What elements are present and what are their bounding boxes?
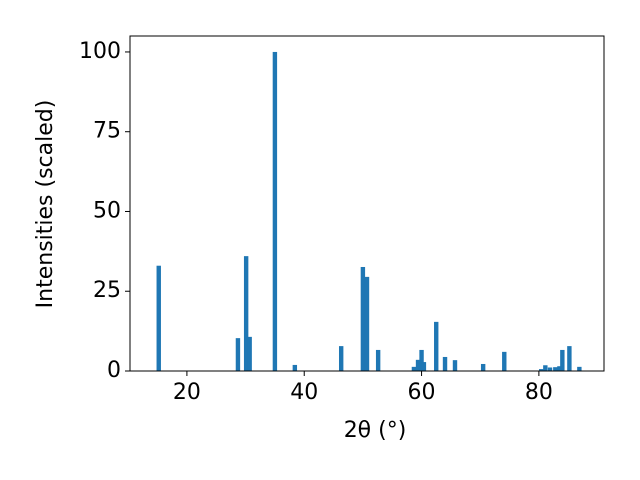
bar bbox=[156, 265, 161, 371]
bar bbox=[577, 366, 582, 371]
y-tick-label: 25 bbox=[93, 278, 121, 303]
bar bbox=[375, 349, 381, 371]
bar bbox=[247, 336, 252, 371]
bar bbox=[539, 369, 544, 371]
bar bbox=[235, 338, 241, 371]
y-axis-label: Intensities (scaled) bbox=[33, 100, 58, 309]
x-tick-label: 40 bbox=[290, 380, 318, 405]
bar bbox=[338, 346, 344, 371]
bar bbox=[411, 366, 417, 371]
bar bbox=[502, 351, 507, 371]
bar bbox=[452, 360, 458, 371]
plot-frame bbox=[129, 35, 605, 372]
x-tick-label: 60 bbox=[408, 380, 436, 405]
y-tick-label: 0 bbox=[107, 358, 121, 383]
bar bbox=[415, 359, 421, 371]
bar bbox=[543, 365, 548, 371]
y-tick-label: 100 bbox=[79, 39, 121, 64]
x-tick-label: 20 bbox=[173, 380, 201, 405]
bar bbox=[434, 321, 439, 371]
x-axis-label: 2θ (°) bbox=[344, 418, 407, 443]
bar bbox=[243, 256, 249, 371]
bar bbox=[364, 276, 370, 371]
bar bbox=[419, 349, 424, 371]
bar bbox=[567, 346, 572, 371]
x-tick-label: 80 bbox=[525, 380, 553, 405]
bar bbox=[560, 349, 565, 371]
bar bbox=[557, 366, 562, 371]
bar bbox=[272, 51, 278, 371]
bar bbox=[547, 367, 553, 371]
bar bbox=[360, 266, 366, 371]
y-tick-label: 75 bbox=[93, 119, 121, 144]
bar bbox=[292, 364, 298, 371]
bar bbox=[553, 367, 558, 371]
y-tick-label: 50 bbox=[93, 198, 121, 223]
bar bbox=[442, 356, 448, 371]
bar bbox=[421, 362, 427, 371]
bar bbox=[480, 363, 486, 371]
